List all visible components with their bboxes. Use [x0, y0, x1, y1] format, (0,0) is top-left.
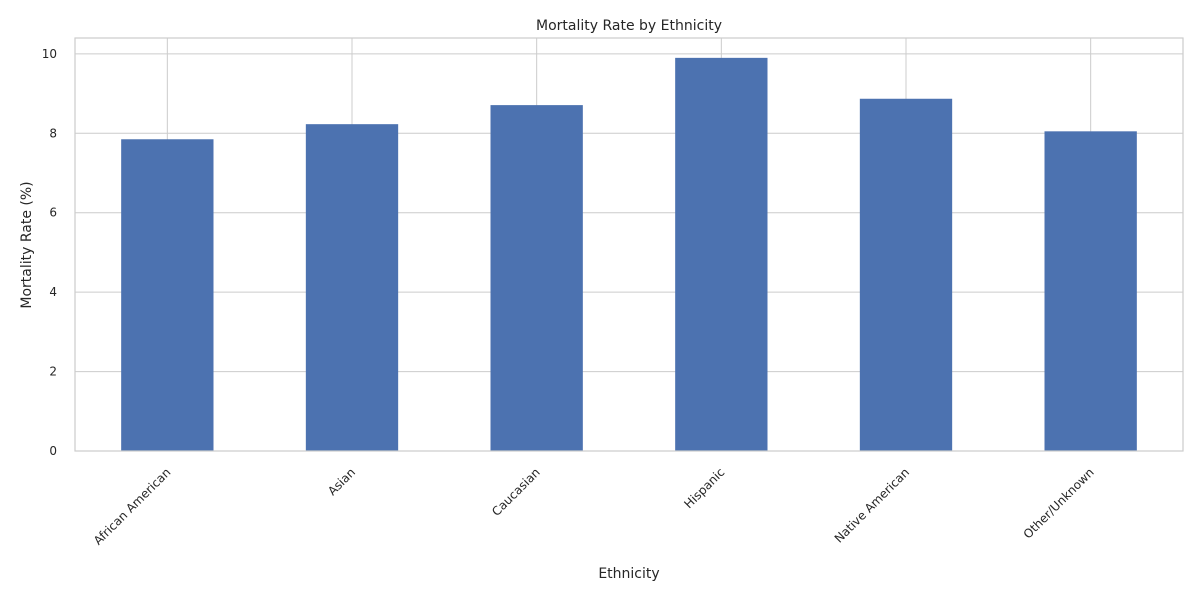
bar-native-american: [859, 98, 953, 451]
x-tick-label: Caucasian: [489, 465, 543, 519]
y-tick-label: 10: [42, 47, 57, 61]
y-axis-label: Mortality Rate (%): [19, 181, 35, 308]
x-tick-label: Hispanic: [681, 465, 727, 511]
bars-layer: [121, 57, 1137, 452]
x-tick-label: Asian: [325, 465, 358, 498]
x-tick-label: Other/Unknown: [1021, 465, 1097, 541]
bar-other-unknown: [1044, 131, 1137, 451]
bar-hispanic: [675, 57, 768, 451]
y-tick-label: 0: [49, 444, 57, 458]
x-tick-label: Native American: [832, 465, 912, 545]
y-tick-label: 8: [49, 126, 57, 140]
bar-asian: [305, 124, 399, 451]
bar-caucasian: [490, 105, 583, 452]
plot-frame: [74, 37, 1184, 452]
x-ticks: African American Asian Caucasian Hispanic Na…: [91, 465, 1097, 548]
chart-title: Mortality Rate by Ethnicity: [536, 18, 722, 34]
grid-layer: [75, 38, 1183, 452]
bar-african-american: [121, 139, 214, 452]
y-tick-label: 4: [49, 285, 57, 299]
y-tick-label: 2: [49, 365, 57, 379]
y-ticks: 0 2 4 6 8 10: [42, 47, 57, 458]
x-tick-label: African American: [91, 465, 174, 548]
y-tick-label: 6: [49, 206, 57, 220]
x-axis-label: Ethnicity: [598, 566, 659, 582]
